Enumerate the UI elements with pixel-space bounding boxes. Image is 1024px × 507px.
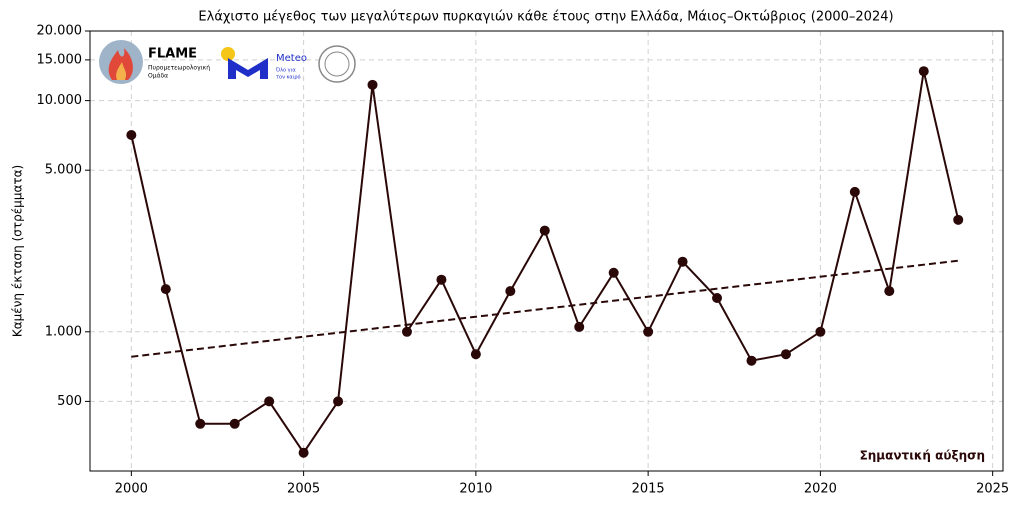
logo-text: τον καιρό [276, 74, 301, 81]
logo-text: Meteo [276, 53, 307, 64]
x-tick-label: 2005 [287, 482, 320, 497]
flame-inner [116, 62, 127, 80]
annotation: Σημαντική αύξηση [860, 449, 985, 463]
x-tick-label: 2010 [459, 482, 492, 497]
y-tick-label: 15.000 [37, 52, 83, 67]
y-axis-label: Καμένη έκταση (στρέμματα) [11, 165, 25, 337]
y-tick-label: 500 [57, 394, 82, 409]
data-point [953, 214, 964, 225]
data-point [436, 274, 447, 285]
data-point [229, 418, 240, 429]
data-point [608, 267, 619, 278]
logo-text: Όλο για [275, 67, 296, 74]
data-point [643, 326, 654, 337]
data-point [918, 66, 929, 77]
logo-text: FLAME [148, 47, 197, 62]
data-point [677, 256, 688, 267]
data-point [539, 225, 550, 236]
data-point [470, 349, 481, 360]
y-tick-label: 10.000 [37, 93, 83, 108]
trend-line [131, 259, 959, 358]
data [126, 66, 964, 458]
flame-icon [108, 48, 133, 80]
university-seal-inner [324, 51, 350, 77]
x-tick-label: 2015 [632, 482, 665, 497]
grid: 2000 2005 2010 2015 2020 2025 500 1.000 5.000 10.… [37, 24, 1010, 497]
y-tick-label: 5.000 [45, 163, 82, 178]
data-point [849, 186, 860, 197]
chart-title: Ελάχιστο μέγεθος των μεγαλύτερων πυρκαγι… [198, 10, 893, 25]
y-tick-label: 1.000 [45, 324, 82, 339]
data-point [815, 326, 826, 337]
data-point [574, 321, 585, 332]
series-line [130, 70, 960, 455]
data-point [780, 349, 791, 360]
data-point [401, 326, 412, 337]
logos: FLAME Πυρομετεωρολογική Ομάδα Meteo Όλο … [99, 40, 356, 84]
x-tick-label: 2025 [976, 482, 1009, 497]
data-point [884, 286, 895, 297]
data-point [126, 129, 137, 140]
y-tick-label: 20.000 [37, 24, 83, 39]
data-point [298, 447, 309, 458]
logo-text: Ομάδα [148, 73, 168, 80]
logo-text: Πυρομετεωρολογική [148, 65, 210, 72]
meteo-logo [228, 58, 268, 79]
data-point [160, 284, 171, 295]
data-point [712, 293, 723, 304]
data-point [746, 355, 757, 366]
data-point [195, 418, 206, 429]
data-point [333, 396, 344, 407]
x-tick-label: 2020 [804, 482, 837, 497]
plot-frame [89, 30, 1004, 472]
meteo-sun [221, 47, 235, 61]
data-point [505, 286, 516, 297]
data-point [367, 79, 378, 90]
x-tick-label: 2000 [115, 482, 148, 497]
university-seal [318, 45, 356, 83]
data-point [264, 396, 275, 407]
